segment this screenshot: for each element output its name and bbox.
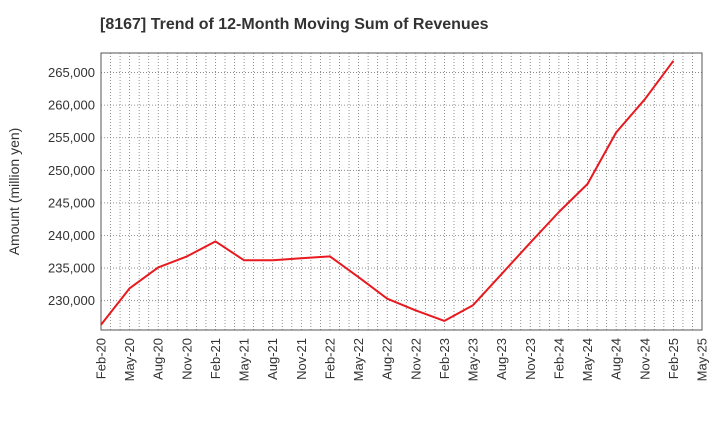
y-tick-label: 260,000 [48, 98, 95, 113]
y-tick-labels: 230,000 235,000 240,000 245,000 250,000 255,0… [48, 65, 95, 308]
x-tick-label: Feb-24 [551, 338, 566, 379]
grid-layer [101, 53, 702, 330]
y-tick-label: 240,000 [48, 228, 95, 243]
x-tick-label: Feb-20 [94, 338, 109, 379]
x-tick-label: Feb-22 [322, 338, 337, 379]
x-tick-label: May-20 [122, 338, 137, 381]
x-tick-label: Aug-21 [265, 338, 280, 380]
y-tick-label: 265,000 [48, 65, 95, 80]
x-tick-label: May-24 [580, 338, 595, 381]
x-tick-label: Aug-20 [151, 338, 166, 380]
y-axis-title: Amount (million yen) [6, 128, 22, 256]
chart-title: [8167] Trend of 12-Month Moving Sum of R… [100, 16, 489, 33]
x-tick-label: Feb-23 [437, 338, 452, 379]
x-tick-label: Nov-21 [294, 338, 309, 380]
series-layer [100, 60, 675, 326]
x-tick-label: Nov-20 [179, 338, 194, 380]
x-tick-label: Feb-25 [666, 338, 681, 379]
x-tick-label: Aug-23 [494, 338, 509, 380]
y-tick-label: 245,000 [48, 195, 95, 210]
x-tick-label: Aug-22 [380, 338, 395, 380]
x-tick-label: May-22 [351, 338, 366, 381]
x-tick-label: Feb-21 [208, 338, 223, 379]
x-tick-labels: Feb-20 May-20 Aug-20 Nov-20 Feb-21 May-21 Aug-… [94, 338, 710, 381]
x-tick-label: Nov-24 [637, 338, 652, 380]
y-tick-label: 230,000 [48, 293, 95, 308]
x-tick-label: Nov-22 [408, 338, 423, 380]
x-tick-label: Aug-24 [609, 338, 624, 380]
plot-frame [100, 52, 703, 331]
y-tick-label: 235,000 [48, 261, 95, 276]
x-tick-label: May-23 [466, 338, 481, 381]
x-tick-label: May-25 [695, 338, 710, 381]
y-tick-label: 255,000 [48, 130, 95, 145]
x-tick-label: Nov-23 [523, 338, 538, 380]
y-tick-label: 250,000 [48, 163, 95, 178]
series-line [100, 60, 675, 326]
x-tick-label: May-21 [237, 338, 252, 381]
